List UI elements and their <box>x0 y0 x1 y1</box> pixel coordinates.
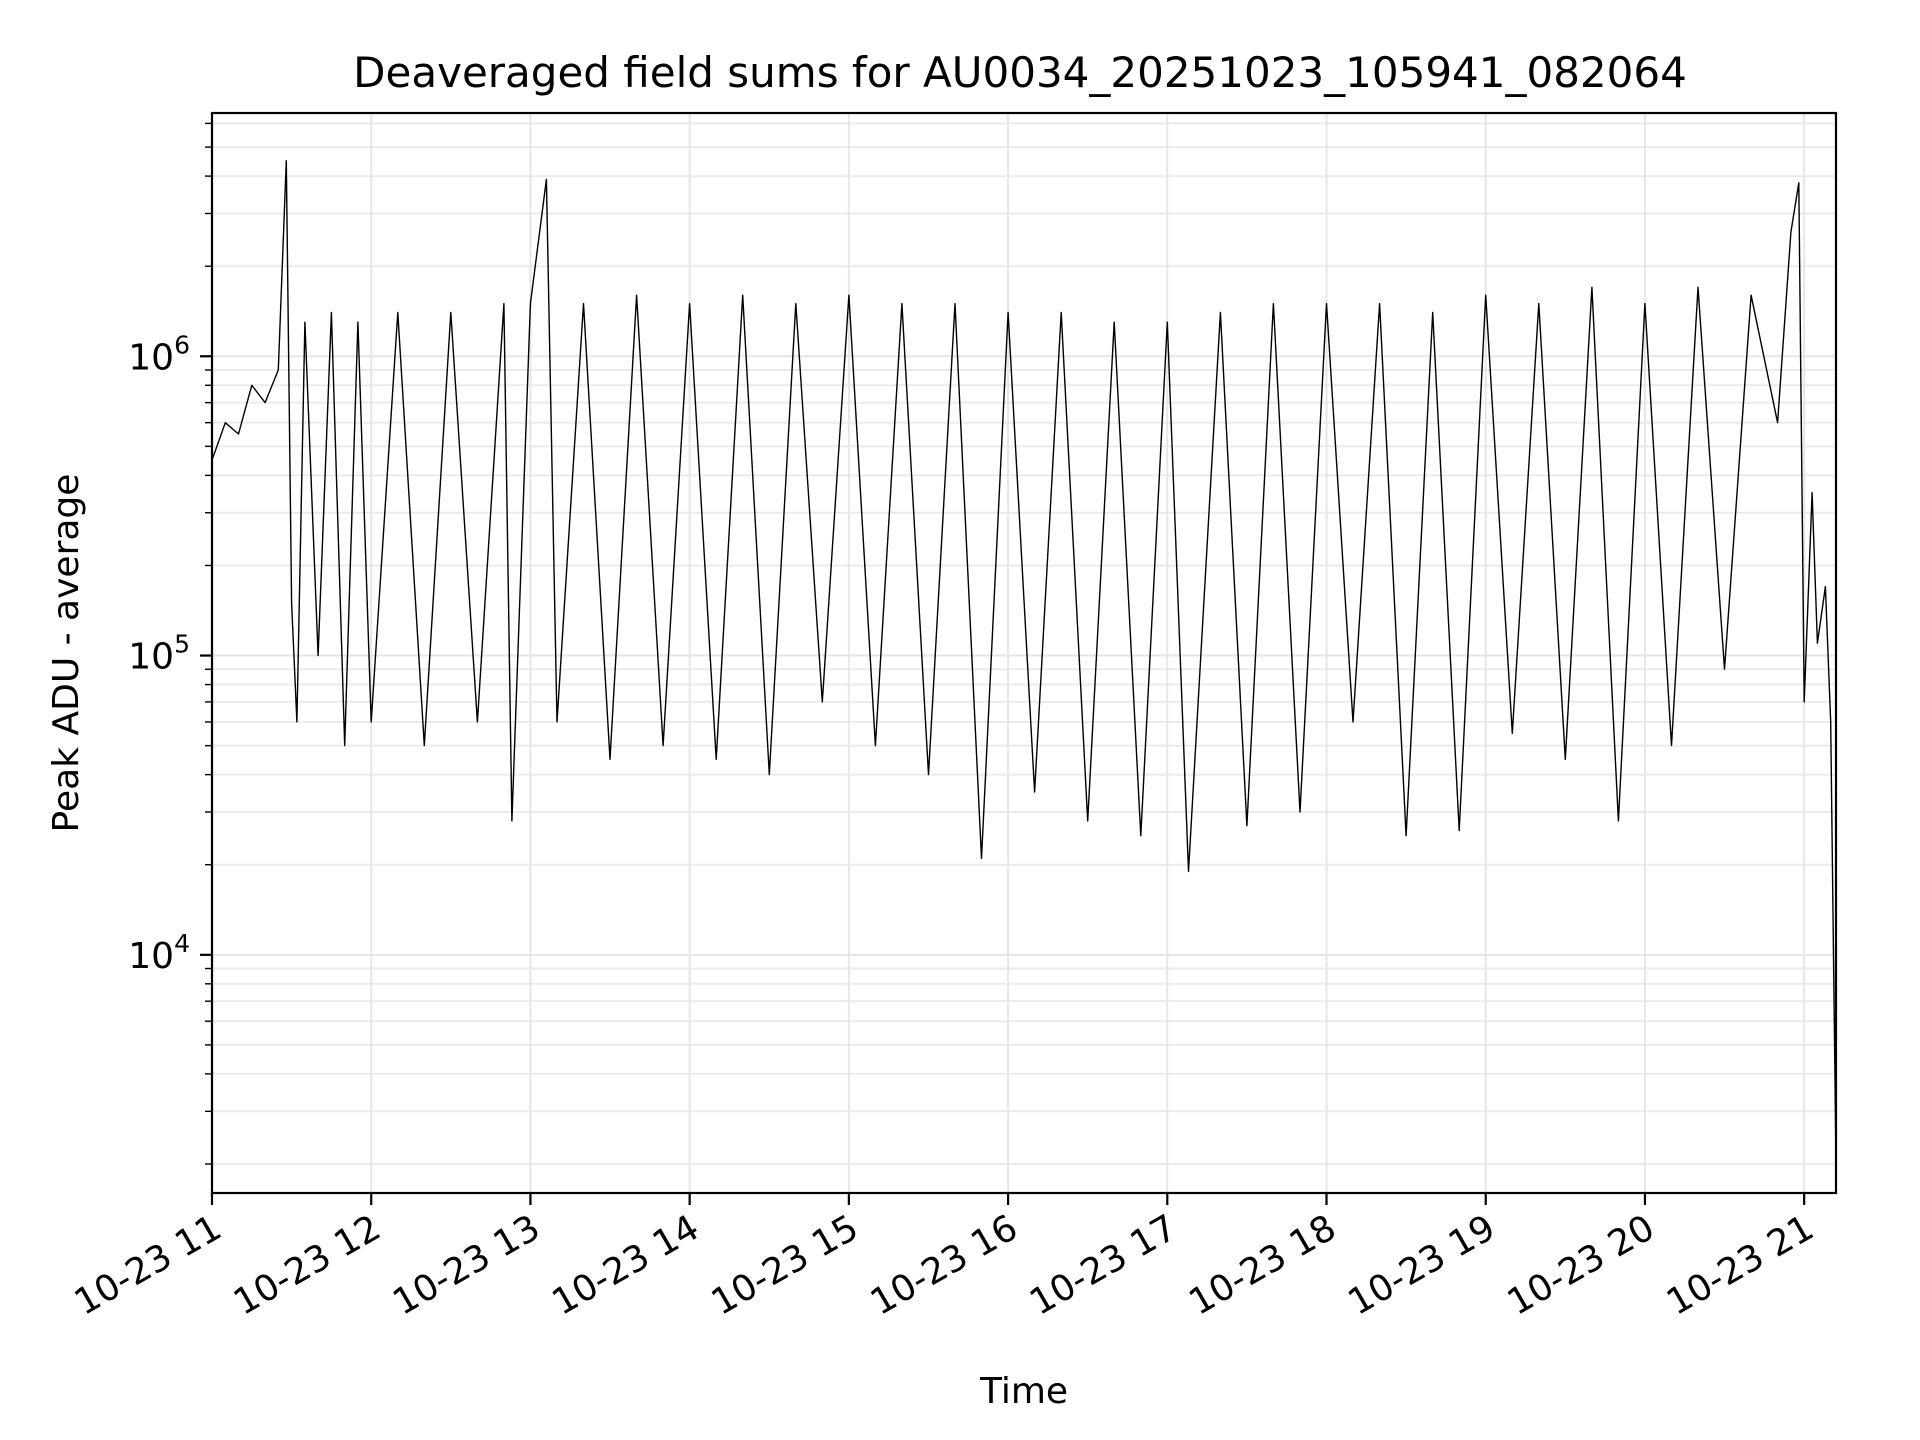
y-axis: 104 105 106 <box>128 122 212 1165</box>
grid-lines <box>211 113 1836 1193</box>
y-tick-label: 105 <box>128 630 190 678</box>
y-tick-label: 106 <box>128 330 190 378</box>
series-layer <box>211 160 1837 1165</box>
plot-area-frame <box>210 111 1838 1195</box>
y-axis-label: Peak ADU - average <box>46 474 87 833</box>
chart-title: Deaveraged field sums for AU0034_2025102… <box>353 48 1687 97</box>
x-axis-label: Time <box>979 1371 1068 1412</box>
data-series-line <box>211 160 1837 1165</box>
y-tick-label: 104 <box>128 929 190 977</box>
